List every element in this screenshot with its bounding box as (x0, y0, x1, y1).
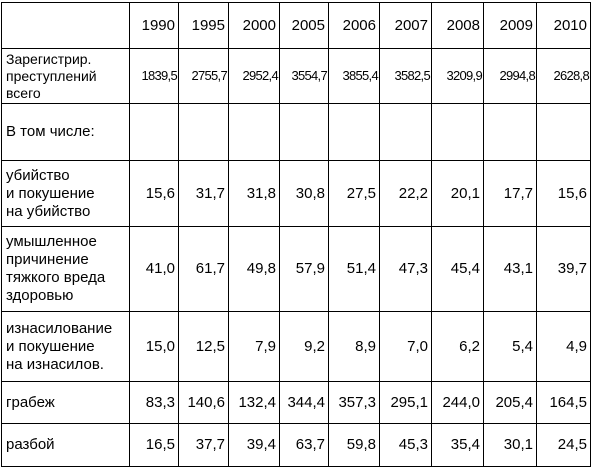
row-label: разбой (1, 423, 130, 467)
value-cell: 57,9 (279, 226, 329, 312)
value-cell: 8,9 (328, 311, 380, 382)
value-cell: 83,3 (129, 381, 179, 424)
empty-cell (129, 103, 179, 161)
data-row: грабеж 83,3 140,6 132,4 344,4 357,3 295,1 244,0… (1, 381, 591, 424)
value-cell: 357,3 (328, 381, 380, 424)
value-cell: 31,8 (228, 160, 280, 227)
value-cell: 132,4 (228, 381, 280, 424)
year-cell: 1995 (178, 2, 229, 49)
value-cell: 2952,4 (228, 48, 280, 104)
data-row: изнасилование и покушение на изнасилов. 1… (1, 311, 591, 382)
empty-cell (328, 103, 380, 161)
year-cell: 1990 (129, 2, 179, 49)
value-cell: 3554,7 (279, 48, 329, 104)
empty-cell (431, 103, 484, 161)
data-row: умышленное причинение тяжкого вреда здор… (1, 226, 591, 312)
empty-cell (228, 103, 280, 161)
value-cell: 15,6 (536, 160, 591, 227)
value-cell: 7,0 (379, 311, 432, 382)
empty-cell (483, 103, 537, 161)
value-cell: 6,2 (431, 311, 484, 382)
empty-cell (379, 103, 432, 161)
crime-table: 1990 1995 2000 2005 2006 2007 2008 2009 2010 Заре… (1, 2, 591, 467)
year-cell: 2008 (431, 2, 484, 49)
value-cell: 3855,4 (328, 48, 380, 104)
value-cell: 22,2 (379, 160, 432, 227)
row-label: убийство и покушение на убийство (1, 160, 130, 227)
value-cell: 2628,8 (536, 48, 591, 104)
value-cell: 17,7 (483, 160, 537, 227)
value-cell: 39,4 (228, 423, 280, 467)
value-cell: 20,1 (431, 160, 484, 227)
value-cell: 59,8 (328, 423, 380, 467)
value-cell: 47,3 (379, 226, 432, 312)
corner-cell (1, 2, 130, 49)
value-cell: 5,4 (483, 311, 537, 382)
value-cell: 295,1 (379, 381, 432, 424)
value-cell: 35,4 (431, 423, 484, 467)
value-cell: 16,5 (129, 423, 179, 467)
value-cell: 205,4 (483, 381, 537, 424)
value-cell: 43,1 (483, 226, 537, 312)
data-row: убийство и покушение на убийство 15,6 31,7… (1, 160, 591, 227)
data-row: В том числе: (1, 103, 591, 161)
value-cell: 39,7 (536, 226, 591, 312)
value-cell: 63,7 (279, 423, 329, 467)
value-cell: 3582,5 (379, 48, 432, 104)
value-cell: 244,0 (431, 381, 484, 424)
value-cell: 30,1 (483, 423, 537, 467)
row-label: В том числе: (1, 103, 130, 161)
year-cell: 2010 (536, 2, 591, 49)
value-cell: 37,7 (178, 423, 229, 467)
header-row: 1990 1995 2000 2005 2006 2007 2008 2009 2010 (1, 2, 591, 49)
value-cell: 49,8 (228, 226, 280, 312)
value-cell: 2755,7 (178, 48, 229, 104)
year-cell: 2006 (328, 2, 380, 49)
value-cell: 15,6 (129, 160, 179, 227)
year-cell: 2007 (379, 2, 432, 49)
value-cell: 12,5 (178, 311, 229, 382)
empty-cell (279, 103, 329, 161)
value-cell: 7,9 (228, 311, 280, 382)
year-cell: 2009 (483, 2, 537, 49)
table-body: 1990 1995 2000 2005 2006 2007 2008 2009 2010 Заре… (1, 2, 591, 467)
value-cell: 45,4 (431, 226, 484, 312)
year-cell: 2005 (279, 2, 329, 49)
value-cell: 27,5 (328, 160, 380, 227)
row-label: умышленное причинение тяжкого вреда здор… (1, 226, 130, 312)
value-cell: 15,0 (129, 311, 179, 382)
value-cell: 41,0 (129, 226, 179, 312)
value-cell: 2994,8 (483, 48, 537, 104)
value-cell: 51,4 (328, 226, 380, 312)
value-cell: 24,5 (536, 423, 591, 467)
value-cell: 61,7 (178, 226, 229, 312)
row-label: изнасилование и покушение на изнасилов. (1, 311, 130, 382)
year-cell: 2000 (228, 2, 280, 49)
value-cell: 45,3 (379, 423, 432, 467)
value-cell: 1839,5 (129, 48, 179, 104)
empty-cell (178, 103, 229, 161)
row-label: Зарегистрир. преступлений всего (1, 48, 130, 104)
value-cell: 4,9 (536, 311, 591, 382)
value-cell: 140,6 (178, 381, 229, 424)
value-cell: 164,5 (536, 381, 591, 424)
data-row: разбой 16,5 37,7 39,4 63,7 59,8 45,3 35,4 30,1 24… (1, 423, 591, 467)
value-cell: 31,7 (178, 160, 229, 227)
data-row: Зарегистрир. преступлений всего 1839,5 275… (1, 48, 591, 104)
value-cell: 3209,9 (431, 48, 484, 104)
row-label: грабеж (1, 381, 130, 424)
value-cell: 30,8 (279, 160, 329, 227)
empty-cell (536, 103, 591, 161)
value-cell: 344,4 (279, 381, 329, 424)
value-cell: 9,2 (279, 311, 329, 382)
